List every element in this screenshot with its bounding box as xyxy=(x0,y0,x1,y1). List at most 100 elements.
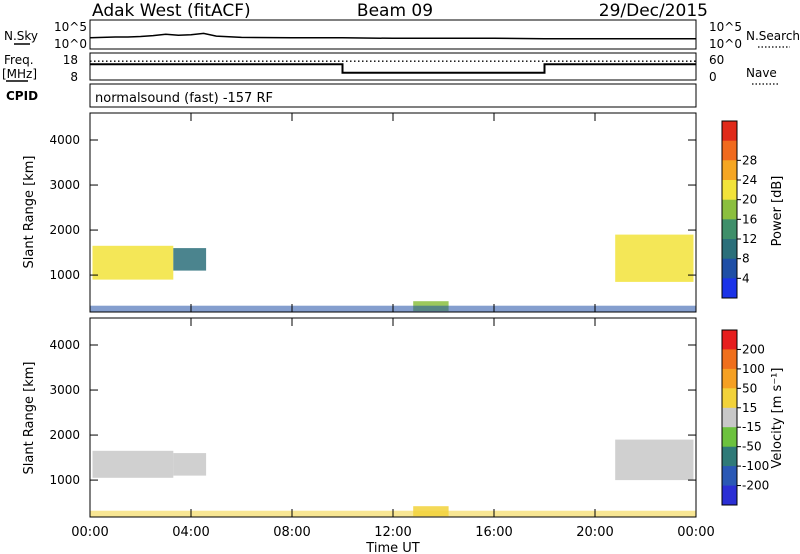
date-label: 29/Dec/2015 xyxy=(599,1,708,21)
power-colorbar-label: Power [dB] xyxy=(770,176,785,247)
velocity-colorbar-swatches xyxy=(722,330,737,506)
colorbar-tick-label: 20 xyxy=(742,193,757,207)
cpid-text: normalsound (fast) -157 RF xyxy=(95,91,273,106)
frequency-label-line2: [MHz] xyxy=(2,67,37,81)
velocity-panel-frame xyxy=(89,317,697,518)
colorbar-swatch xyxy=(722,446,737,467)
x-tick-label: 12:00 xyxy=(374,525,411,540)
velocity-colorbar-ticks: 200 100 50 15 -15 -50 -100 -200 xyxy=(737,342,769,493)
y-tick-label: 1000 xyxy=(49,473,80,487)
y-tick-label: 3000 xyxy=(49,178,80,192)
scatter-region xyxy=(92,450,174,478)
colorbar-tick-label: 4 xyxy=(742,271,750,285)
frequency-tick-low: 8 xyxy=(70,70,78,84)
colorbar-swatch xyxy=(722,427,737,448)
power-panel-frame xyxy=(89,112,697,313)
colorbar-tick-label: -200 xyxy=(742,479,769,493)
colorbar-swatch xyxy=(722,368,737,389)
colorbar-swatch xyxy=(722,485,737,506)
colorbar-swatch xyxy=(722,239,737,260)
time-axis-ticks: 00:00 04:00 08:00 12:00 16:00 20:00 00:00 xyxy=(71,113,715,540)
x-tick-label: 00:00 xyxy=(677,525,714,540)
colorbar-swatch xyxy=(722,219,737,240)
noise-panel: N.Sky 10^5 10^0 10^5 10^0 N.Search xyxy=(4,19,800,51)
colorbar-tick-label: 50 xyxy=(742,381,757,395)
colorbar-tick-label: -15 xyxy=(742,420,762,434)
colorbar-tick-label: 24 xyxy=(742,173,757,187)
scatter-region xyxy=(615,234,694,282)
x-tick-label: 00:00 xyxy=(71,525,108,540)
velocity-colorbar-frame xyxy=(721,329,738,506)
colorbar-tick-label: 8 xyxy=(742,252,750,266)
scatter-region xyxy=(173,248,207,271)
x-tick-label: 16:00 xyxy=(475,525,512,540)
colorbar-swatch xyxy=(722,258,737,279)
beam-label: Beam 09 xyxy=(357,1,433,21)
frequency-tick-high: 18 xyxy=(63,53,78,67)
colorbar-swatch xyxy=(722,121,737,142)
noise-left-tick-high: 10^5 xyxy=(54,20,87,34)
colorbar-tick-label: 16 xyxy=(742,212,757,226)
colorbar-tick-label: -50 xyxy=(742,440,762,454)
power-colorbar: 4 8 12 16 20 24 28 Power [dB] xyxy=(721,120,785,299)
velocity-ylabel: Slant Range [km] xyxy=(22,362,37,475)
cpid-frame xyxy=(89,83,697,108)
noise-sky-line xyxy=(89,32,696,40)
figure-title: Adak West (fitACF) xyxy=(92,1,251,21)
colorbar-swatch xyxy=(722,388,737,409)
y-tick-label: 4000 xyxy=(49,338,80,352)
power-colorbar-ticks: 4 8 12 16 20 24 28 xyxy=(737,153,757,285)
y-tick-label: 2000 xyxy=(49,428,80,442)
y-tick-label: 4000 xyxy=(49,133,80,147)
noise-right-tick-high: 10^5 xyxy=(709,20,742,34)
power-y-ticks: 1000 2000 3000 4000 xyxy=(49,133,696,282)
cpid-label: CPID xyxy=(6,89,38,103)
x-tick-label: 08:00 xyxy=(273,525,310,540)
velocity-colorbar: 200 100 50 15 -15 -50 -100 -200 Velocity [m s⁻¹… xyxy=(721,329,785,506)
colorbar-tick-label: 100 xyxy=(742,362,765,376)
colorbar-swatch xyxy=(722,278,737,299)
colorbar-swatch xyxy=(722,330,737,350)
power-panel: Slant Range [km] 1000 2000 3000 4000 xyxy=(22,112,697,313)
y-tick-label: 3000 xyxy=(49,383,80,397)
velocity-data-cells xyxy=(90,439,696,517)
noise-right-tick-low: 10^0 xyxy=(709,37,742,51)
colorbar-tick-label: 15 xyxy=(742,401,757,415)
colorbar-swatch xyxy=(722,199,737,220)
noise-right-label: N.Search xyxy=(746,29,800,43)
scatter-region xyxy=(173,453,207,476)
nave-tick-high: 60 xyxy=(709,53,724,67)
nave-label: Nave xyxy=(746,66,777,80)
colorbar-swatch xyxy=(722,140,737,161)
colorbar-tick-label: 200 xyxy=(742,342,765,356)
colorbar-swatch xyxy=(722,349,737,370)
colorbar-tick-label: 28 xyxy=(742,153,757,167)
colorbar-swatch xyxy=(722,407,737,428)
colorbar-swatch xyxy=(722,180,737,201)
velocity-y-ticks: 1000 2000 3000 4000 xyxy=(49,338,696,487)
noise-left-tick-low: 10^0 xyxy=(54,37,87,51)
nave-tick-low: 0 xyxy=(709,70,717,84)
velocity-panel: Slant Range [km] 1000 2000 3000 4000 xyxy=(22,317,697,518)
scatter-region xyxy=(615,439,694,481)
power-colorbar-frame xyxy=(721,120,738,299)
x-tick-label: 20:00 xyxy=(576,525,613,540)
power-colorbar-swatches xyxy=(722,121,737,299)
scatter-region xyxy=(92,245,174,280)
time-axis-label: Time UT xyxy=(365,541,419,554)
power-data-cells xyxy=(90,234,696,312)
frequency-line xyxy=(90,63,696,74)
colorbar-tick-label: 12 xyxy=(742,232,757,246)
frequency-panel: Freq. [MHz] 18 8 60 0 Nave CPID xyxy=(2,52,778,103)
x-tick-label: 04:00 xyxy=(172,525,209,540)
frequency-panel-frame xyxy=(89,52,697,81)
power-ylabel: Slant Range [km] xyxy=(22,156,37,269)
noise-left-label: N.Sky xyxy=(4,29,38,43)
y-tick-label: 1000 xyxy=(49,268,80,282)
y-tick-label: 2000 xyxy=(49,223,80,237)
frequency-label-line1: Freq. xyxy=(4,53,34,67)
velocity-colorbar-label: Velocity [m s⁻¹] xyxy=(770,368,785,469)
colorbar-swatch xyxy=(722,160,737,181)
colorbar-swatch xyxy=(722,466,737,486)
